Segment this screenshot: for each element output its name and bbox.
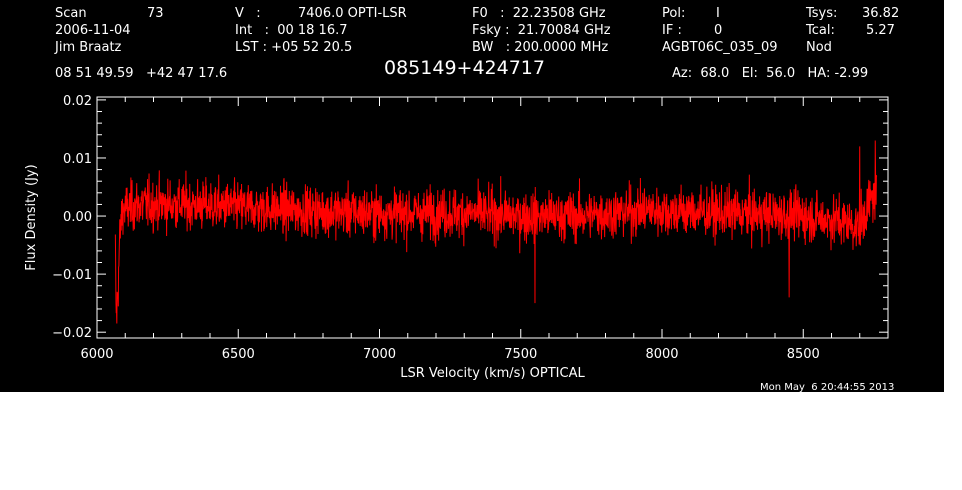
- if-value: 0: [714, 23, 723, 38]
- observer: Jim Braatz: [55, 40, 122, 55]
- source-coordinates: 08 51 49.59 +42 47 17.6: [55, 66, 228, 81]
- scan-label: Scan: [55, 6, 87, 21]
- project-id: AGBT06C_035_09: [662, 40, 778, 55]
- spectrum-chart: 6000 6500 7000 7500 8000 8500 −0.02 −0.01 0.00 0…: [24, 94, 889, 381]
- x-tick-label: 8500: [787, 347, 820, 362]
- y-axis: −0.02 −0.01 0.00 0.01 0.02: [52, 94, 888, 341]
- tcal-value: 5.27: [866, 23, 895, 38]
- render-timestamp: Mon May 6 20:44:55 2013: [760, 382, 895, 393]
- x-axis-label: LSR Velocity (km/s) OPTICAL: [400, 366, 585, 381]
- f0-value: F0 : 22.23508 GHz: [472, 6, 606, 21]
- x-tick-label: 6000: [80, 347, 113, 362]
- y-tick-label: 0.01: [63, 152, 92, 167]
- switching-mode: Nod: [806, 40, 832, 55]
- tcal-label: Tcal:: [806, 23, 835, 38]
- bw-value: BW : 200.0000 MHz: [472, 40, 609, 55]
- x-tick-label: 8000: [645, 347, 678, 362]
- obs-date: 2006-11-04: [55, 23, 131, 38]
- velocity-value: 7406.0 OPTI-LSR: [298, 6, 407, 21]
- fsky-value: Fsky : 21.70084 GHz: [472, 23, 611, 38]
- y-tick-label: −0.01: [52, 268, 92, 283]
- pol-label: Pol:: [662, 6, 686, 21]
- x-tick-label: 6500: [222, 347, 255, 362]
- pol-value: I: [716, 6, 720, 21]
- x-tick-label: 7000: [363, 347, 396, 362]
- y-axis-label: Flux Density (Jy): [24, 164, 39, 270]
- integration-time: Int : 00 18 16.7: [235, 23, 348, 38]
- tsys-label: Tsys:: [806, 6, 838, 21]
- y-tick-label: 0.02: [63, 94, 92, 109]
- az-el-ha: Az: 68.0 El: 56.0 HA: -2.99: [672, 66, 869, 81]
- y-tick-label: −0.02: [52, 326, 92, 341]
- source-name: 085149+424717: [384, 57, 545, 79]
- if-label: IF :: [662, 23, 682, 38]
- scan-number: 73: [147, 6, 164, 21]
- x-axis: 6000 6500 7000 7500 8000 8500: [80, 97, 889, 362]
- y-tick-label: 0.00: [63, 210, 92, 225]
- plot-window: Scan 73 2006-11-04 Jim Braatz V : 7406.0…: [0, 0, 944, 393]
- spectrum-trace: [114, 140, 878, 324]
- spectrum-trace-layer: [114, 140, 878, 324]
- lst-value: LST : +05 52 20.5: [235, 40, 353, 55]
- x-tick-label: 7500: [504, 347, 537, 362]
- tsys-value: 36.82: [862, 6, 900, 21]
- velocity-label: V :: [235, 6, 261, 21]
